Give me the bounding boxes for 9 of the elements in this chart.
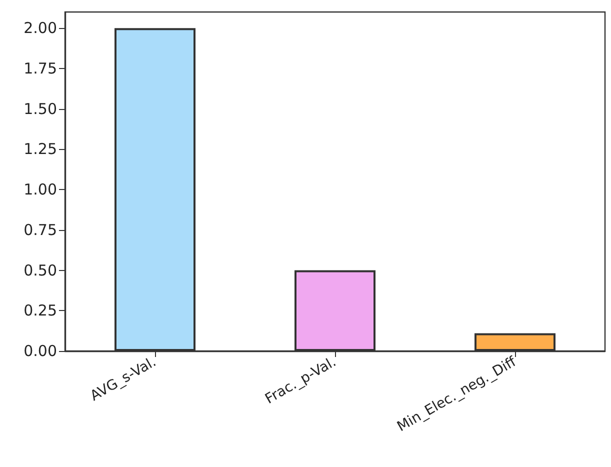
y-tick-label: 0.25: [24, 302, 57, 320]
y-tick-label: 1.25: [24, 140, 57, 158]
y-tick-label: 1.50: [24, 100, 57, 118]
y-tick-label: 0.00: [24, 342, 57, 360]
y-tick-label: 1.75: [24, 60, 57, 78]
y-tick-label: 1.00: [24, 180, 57, 199]
y-tick-label: 0.50: [24, 261, 57, 280]
y-tick-label: 2.00: [24, 19, 57, 38]
y-tick-label: 0.75: [24, 220, 57, 239]
